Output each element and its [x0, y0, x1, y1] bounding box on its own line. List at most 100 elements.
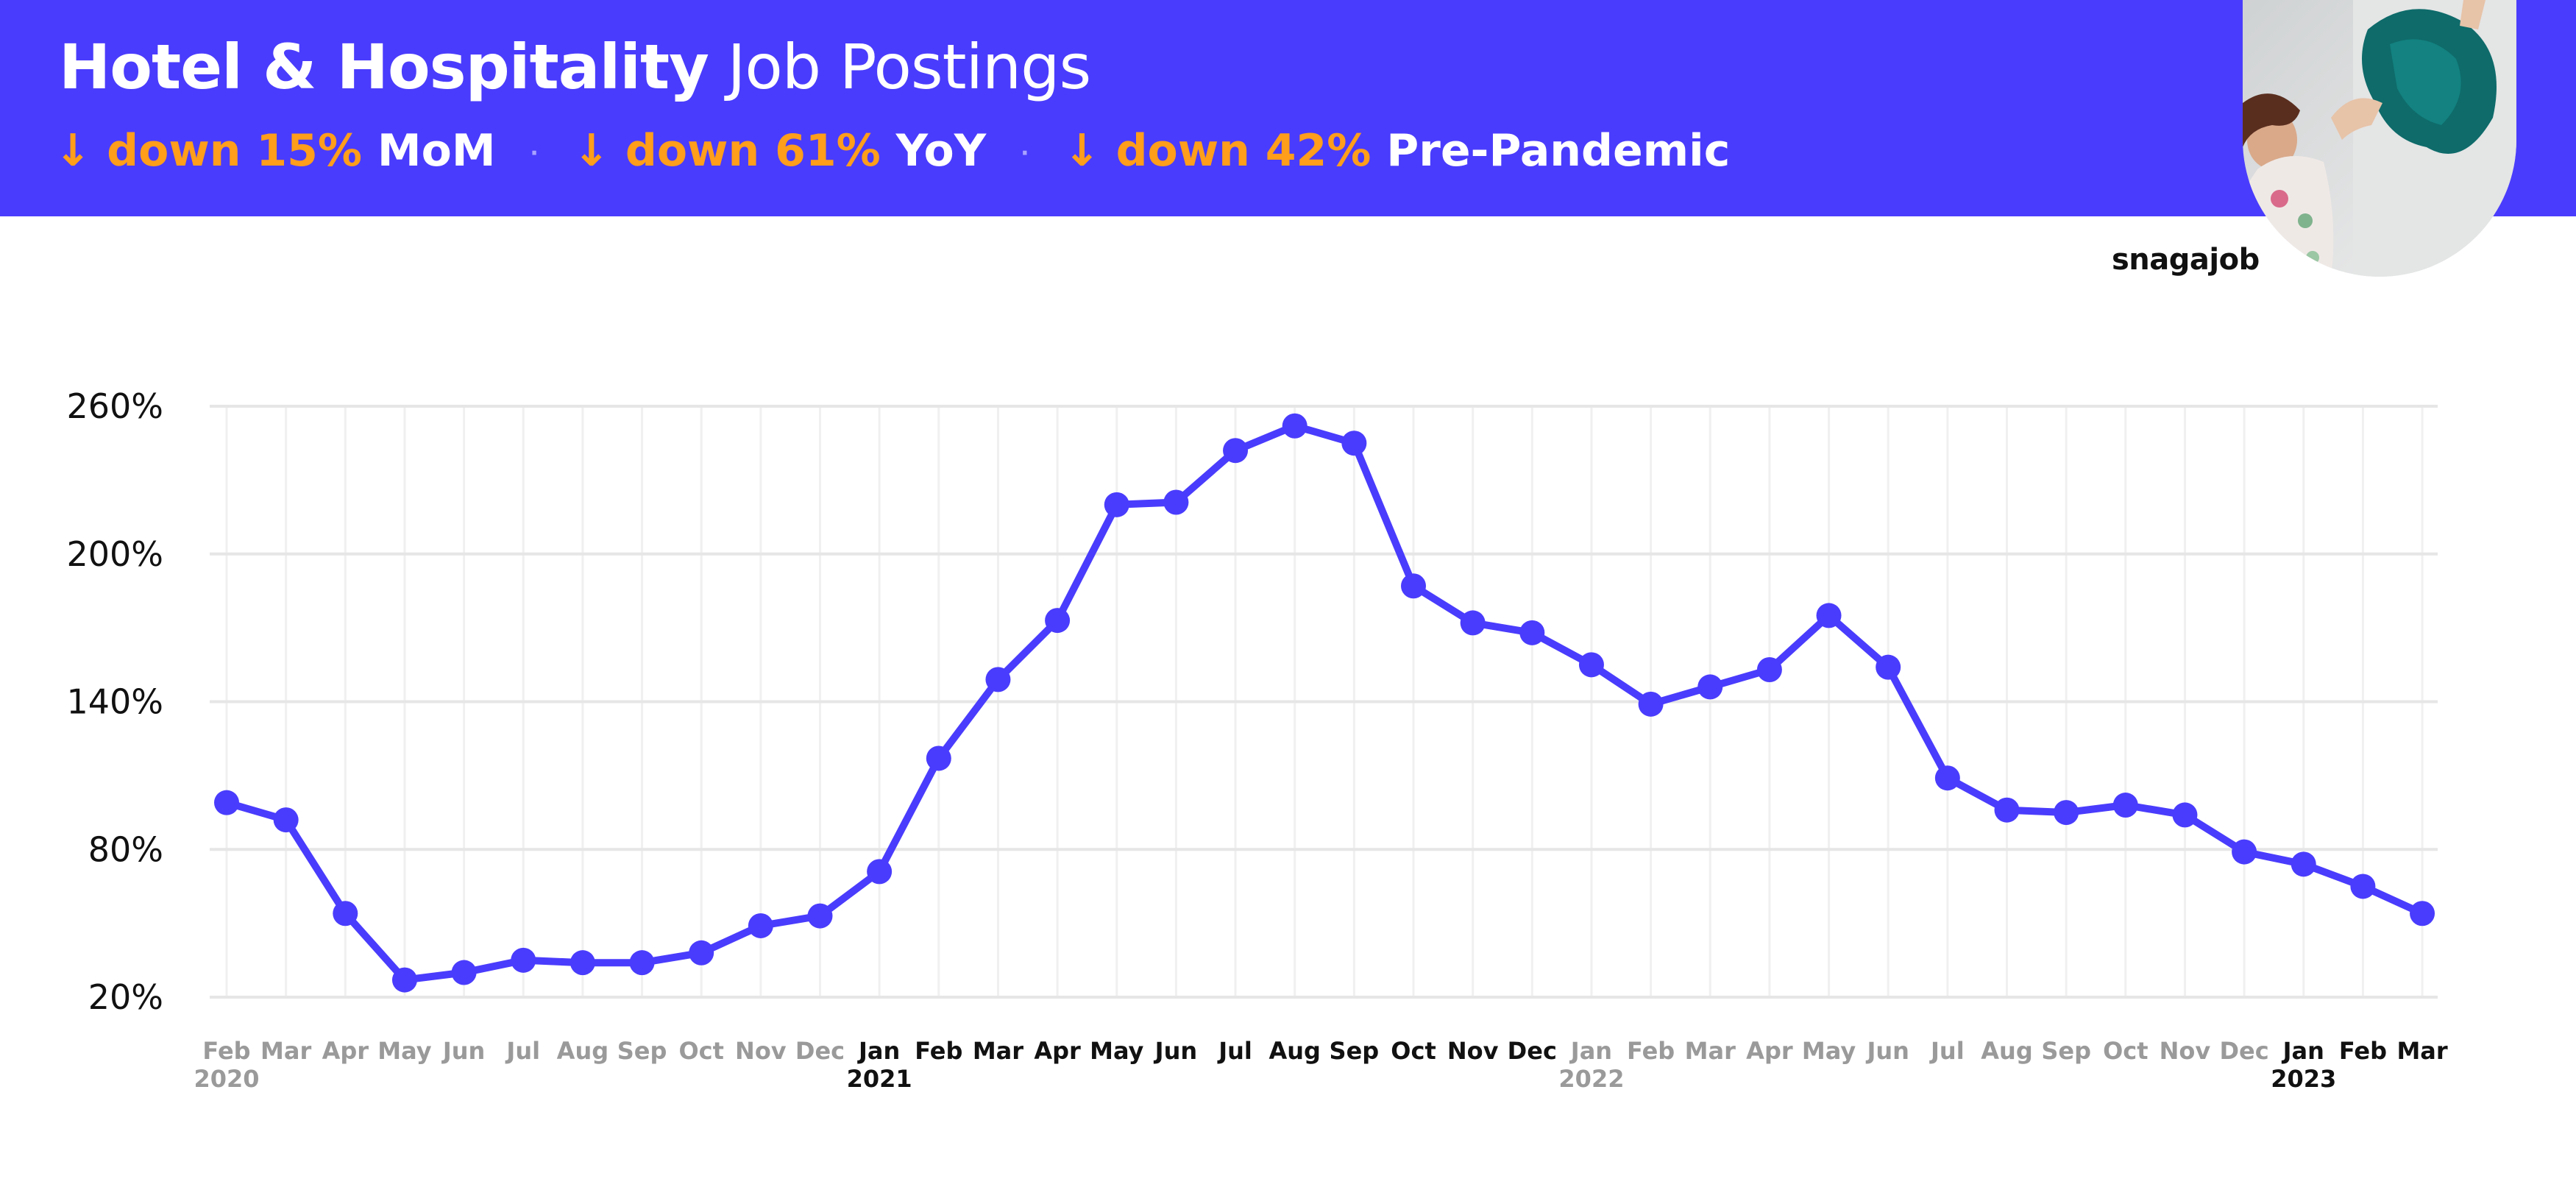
x-tick-label: Dec [795, 1037, 845, 1065]
x-tick-label: Feb [1627, 1037, 1675, 1065]
x-tick-label: May [377, 1037, 431, 1065]
x-tick-label: Mar [260, 1037, 311, 1065]
x-tick-label: Apr [1746, 1037, 1793, 1065]
data-point [2232, 839, 2257, 865]
x-axis: Feb Mar Apr May Jun Jul Aug Sep Oct Nov Dec Jan Feb M… [194, 1037, 2447, 1093]
data-point [1045, 608, 1071, 634]
data-point [1876, 654, 1901, 680]
stat-prepandemic-label: Pre-Pandemic [1386, 125, 1731, 177]
x-tick-label: Sep [2041, 1037, 2091, 1065]
stat-separator: · [1021, 140, 1029, 166]
x-tick-label: Sep [1330, 1037, 1380, 1065]
page-title: Hotel & Hospitality Job Postings [59, 31, 1092, 103]
x-tick-label: Dec [2219, 1037, 2268, 1065]
title-bold: Hotel & Hospitality [59, 31, 709, 103]
data-point [629, 950, 655, 976]
x-year-label: 2023 [2271, 1065, 2336, 1093]
x-tick-label: Jun [441, 1037, 485, 1065]
y-tick-label: 200% [66, 534, 163, 574]
data-point [1638, 691, 1664, 717]
x-tick-label: Jun [1865, 1037, 1909, 1065]
arrow-down-icon: ↓ [572, 125, 610, 177]
data-point [1994, 797, 2020, 823]
x-tick-label: Jul [1929, 1037, 1965, 1065]
stat-prepandemic-value: down 42% [1115, 125, 1372, 177]
data-point [1223, 438, 1249, 464]
x-tick-label: Mar [2396, 1037, 2447, 1065]
horizontal-gridlines [210, 405, 2438, 999]
x-tick-label: Nov [1447, 1037, 1499, 1065]
x-tick-label: Apr [322, 1037, 369, 1065]
y-tick-label: 140% [66, 682, 163, 722]
x-tick-label: Dec [1508, 1037, 1557, 1065]
y-axis: 260% 200% 140% 80% 20% [66, 386, 163, 1017]
series-points [214, 413, 2435, 993]
y-tick-label: 80% [88, 829, 163, 869]
title-light: Job Postings [727, 31, 1092, 103]
x-tick-label: Jul [1217, 1037, 1252, 1065]
data-point [1934, 765, 1960, 791]
data-point [1104, 492, 1129, 517]
x-tick-label: May [1802, 1037, 1856, 1065]
x-year-label: 2021 [847, 1065, 912, 1093]
stats-line: ↓ down 15% MoM · ↓ down 61% YoY · ↓ down… [54, 125, 1730, 177]
data-point [1401, 573, 1426, 599]
stat-mom-value: down 15% [107, 125, 362, 177]
x-tick-label: Aug [557, 1037, 608, 1065]
data-point [570, 950, 595, 976]
y-tick-label: 20% [88, 977, 163, 1017]
x-tick-label: Aug [1981, 1037, 2032, 1065]
x-tick-label: Oct [2103, 1037, 2148, 1065]
data-point [1163, 489, 1189, 515]
data-point [2054, 800, 2079, 826]
x-tick-label: Jan [1569, 1037, 1612, 1065]
data-point [273, 807, 299, 833]
x-tick-label: Mar [973, 1037, 1023, 1065]
arrow-down-icon: ↓ [1063, 125, 1101, 177]
data-point [2291, 851, 2316, 877]
stat-yoy-value: down 61% [625, 125, 881, 177]
x-tick-label: Feb [202, 1037, 250, 1065]
data-point [1816, 603, 1842, 628]
x-tick-label: Nov [735, 1037, 787, 1065]
data-point [214, 790, 239, 815]
hospitality-worker-photo [2243, 0, 2516, 277]
x-tick-label: Feb [915, 1037, 962, 1065]
x-year-label: 2020 [194, 1065, 259, 1093]
data-point [2112, 793, 2138, 818]
x-tick-label: Mar [1685, 1037, 1736, 1065]
x-tick-label: Jun [1154, 1037, 1197, 1065]
photo-illustration [2243, 0, 2516, 277]
data-point [2410, 901, 2435, 927]
x-year-label: 2022 [1558, 1065, 1624, 1093]
x-tick-label: Sep [617, 1037, 667, 1065]
x-tick-label: Oct [678, 1037, 723, 1065]
data-point [1756, 657, 1782, 683]
data-point [1519, 620, 1545, 645]
data-point [748, 913, 773, 938]
x-tick-label: Jul [505, 1037, 540, 1065]
data-point [1578, 652, 1604, 678]
x-tick-label: Jan [2282, 1037, 2324, 1065]
header-banner: Hotel & Hospitality Job Postings ↓ down … [0, 0, 2576, 216]
snagajob-logo: snagajob [2112, 243, 2260, 277]
data-point [333, 901, 358, 927]
x-tick-label: Aug [1269, 1037, 1320, 1065]
data-point [1697, 674, 1723, 700]
data-point [985, 667, 1011, 692]
arrow-down-icon: ↓ [54, 125, 92, 177]
stat-mom-label: MoM [377, 125, 496, 177]
data-point [689, 940, 714, 966]
x-tick-label: Nov [2160, 1037, 2211, 1065]
data-point [1282, 413, 1307, 439]
x-tick-label: May [1090, 1037, 1143, 1065]
x-tick-label: Feb [2339, 1037, 2387, 1065]
data-point [2172, 802, 2198, 828]
data-point [1341, 431, 1367, 456]
data-point [511, 947, 536, 973]
data-point [451, 960, 477, 985]
data-point [926, 745, 951, 771]
data-point [391, 967, 417, 993]
data-point [867, 859, 893, 885]
y-tick-label: 260% [66, 386, 163, 426]
